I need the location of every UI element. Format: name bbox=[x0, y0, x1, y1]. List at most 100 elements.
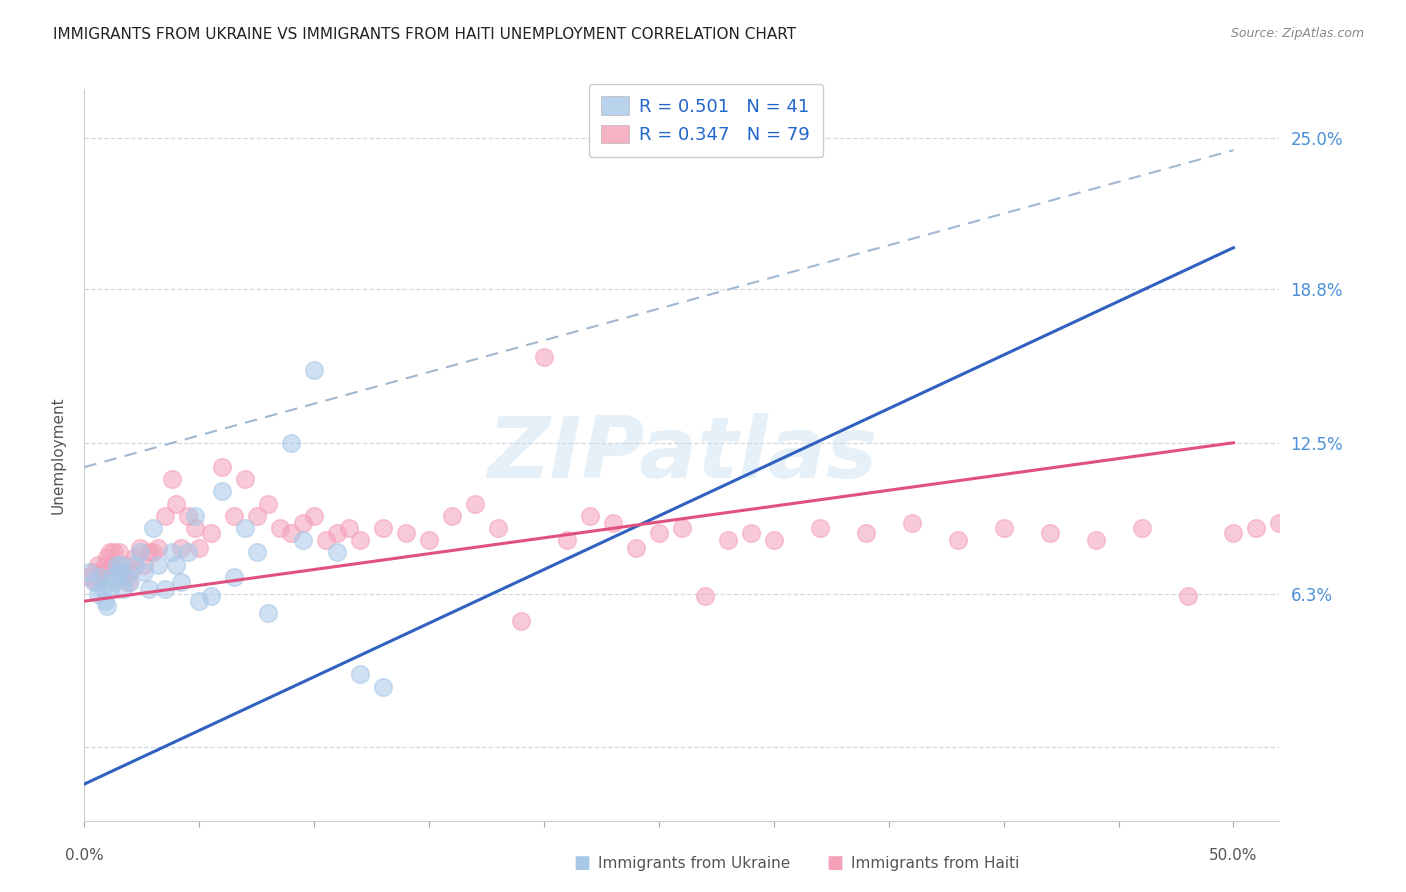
Point bbox=[142, 545, 165, 559]
Point bbox=[105, 558, 128, 572]
Point bbox=[373, 680, 395, 694]
Point bbox=[464, 497, 486, 511]
Point bbox=[117, 574, 139, 589]
Point bbox=[1177, 590, 1199, 604]
Point bbox=[486, 521, 509, 535]
Point bbox=[855, 525, 877, 540]
Point bbox=[142, 521, 165, 535]
Point bbox=[188, 541, 211, 555]
Point bbox=[112, 582, 135, 596]
Point bbox=[110, 558, 132, 572]
Point bbox=[280, 435, 302, 450]
Point bbox=[555, 533, 578, 548]
Point bbox=[1268, 516, 1291, 531]
Point bbox=[160, 545, 183, 559]
Point bbox=[246, 508, 269, 523]
Point bbox=[188, 594, 211, 608]
Point bbox=[124, 550, 146, 565]
Point bbox=[170, 574, 193, 589]
Point bbox=[183, 521, 205, 535]
Point bbox=[83, 565, 105, 579]
Point bbox=[165, 497, 187, 511]
Point bbox=[740, 525, 762, 540]
Point bbox=[132, 565, 156, 579]
Point bbox=[1360, 525, 1382, 540]
Point bbox=[671, 521, 693, 535]
Point bbox=[94, 594, 117, 608]
Text: ■: ■ bbox=[574, 855, 591, 872]
Point bbox=[946, 533, 969, 548]
Point bbox=[101, 558, 124, 572]
Point bbox=[1084, 533, 1107, 548]
Point bbox=[291, 533, 314, 548]
Y-axis label: Unemployment: Unemployment bbox=[51, 396, 66, 514]
Point bbox=[177, 508, 200, 523]
Point bbox=[153, 508, 176, 523]
Point bbox=[233, 521, 256, 535]
Point bbox=[717, 533, 740, 548]
Text: ZIPatlas: ZIPatlas bbox=[486, 413, 877, 497]
Point bbox=[128, 545, 150, 559]
Point bbox=[94, 558, 117, 572]
Point bbox=[337, 521, 360, 535]
Point bbox=[579, 508, 602, 523]
Text: ■: ■ bbox=[827, 855, 844, 872]
Point bbox=[138, 545, 160, 559]
Point bbox=[87, 558, 110, 572]
Point bbox=[257, 607, 280, 621]
Point bbox=[222, 570, 245, 584]
Point bbox=[108, 565, 131, 579]
Point bbox=[395, 525, 418, 540]
Point bbox=[269, 521, 291, 535]
Point bbox=[87, 587, 110, 601]
Point bbox=[257, 497, 280, 511]
Point bbox=[160, 472, 183, 486]
Point bbox=[146, 541, 169, 555]
Point bbox=[1291, 533, 1313, 548]
Point bbox=[533, 351, 555, 365]
Point bbox=[114, 570, 136, 584]
Point bbox=[246, 545, 269, 559]
Point bbox=[211, 484, 233, 499]
Point bbox=[441, 508, 464, 523]
Point bbox=[602, 516, 624, 531]
Point bbox=[101, 570, 124, 584]
Text: Immigrants from Haiti: Immigrants from Haiti bbox=[851, 856, 1019, 871]
Legend: R = 0.501   N = 41, R = 0.347   N = 79: R = 0.501 N = 41, R = 0.347 N = 79 bbox=[589, 84, 823, 157]
Point bbox=[200, 590, 222, 604]
Point bbox=[1222, 525, 1244, 540]
Point bbox=[89, 570, 111, 584]
Point bbox=[128, 541, 150, 555]
Point bbox=[624, 541, 647, 555]
Point bbox=[280, 525, 302, 540]
Point bbox=[83, 574, 105, 589]
Point bbox=[98, 582, 121, 596]
Point bbox=[900, 516, 922, 531]
Point bbox=[105, 565, 128, 579]
Point bbox=[302, 508, 325, 523]
Point bbox=[200, 525, 222, 540]
Text: 50.0%: 50.0% bbox=[1209, 848, 1258, 863]
Point bbox=[291, 516, 314, 531]
Point bbox=[98, 545, 121, 559]
Point bbox=[510, 614, 533, 628]
Point bbox=[77, 570, 100, 584]
Point bbox=[1039, 525, 1062, 540]
Point bbox=[177, 545, 200, 559]
Point bbox=[114, 558, 136, 572]
Point bbox=[315, 533, 337, 548]
Point bbox=[1130, 521, 1153, 535]
Point bbox=[112, 565, 135, 579]
Point bbox=[103, 574, 125, 589]
Point bbox=[233, 472, 256, 486]
Point bbox=[993, 521, 1015, 535]
Point bbox=[211, 460, 233, 475]
Text: IMMIGRANTS FROM UKRAINE VS IMMIGRANTS FROM HAITI UNEMPLOYMENT CORRELATION CHART: IMMIGRANTS FROM UKRAINE VS IMMIGRANTS FR… bbox=[53, 27, 797, 42]
Point bbox=[349, 667, 371, 681]
Text: Source: ZipAtlas.com: Source: ZipAtlas.com bbox=[1230, 27, 1364, 40]
Point bbox=[1315, 521, 1337, 535]
Point bbox=[120, 565, 142, 579]
Point bbox=[165, 558, 187, 572]
Point bbox=[103, 545, 125, 559]
Point bbox=[170, 541, 193, 555]
